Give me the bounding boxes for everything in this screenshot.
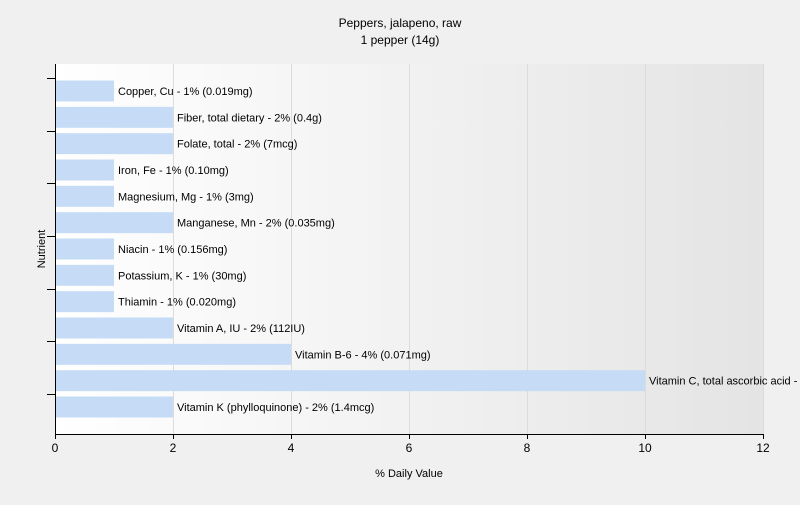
bar <box>55 106 173 128</box>
chart-subtitle: 1 pepper (14g) <box>361 33 440 47</box>
bar <box>55 370 645 392</box>
chart-title: Peppers, jalapeno, raw <box>339 16 462 30</box>
bar-data-label: Fiber, total dietary - 2% (0.4g) <box>177 112 322 124</box>
x-tick-label: 0 <box>52 441 59 455</box>
bar-data-label: Potassium, K - 1% (30mg) <box>118 270 246 282</box>
x-tick-label: 12 <box>756 441 770 455</box>
bar <box>55 133 173 155</box>
bar-data-label: Vitamin B-6 - 4% (0.071mg) <box>295 349 431 361</box>
data-labels: Copper, Cu - 1% (0.019mg) Fiber, total di… <box>118 86 800 414</box>
bar <box>55 212 173 234</box>
bar <box>55 80 114 102</box>
bar <box>55 291 114 313</box>
bar-data-label: Thiamin - 1% (0.020mg) <box>118 297 236 309</box>
bar <box>55 396 173 418</box>
gridlines <box>173 64 764 434</box>
bar <box>55 185 114 207</box>
axes: 0 2 4 6 8 10 12 <box>47 64 770 455</box>
bar-data-label: Folate, total - 2% (7mcg) <box>177 139 297 151</box>
x-tick-label: 2 <box>170 441 177 455</box>
bars <box>55 80 645 418</box>
bar-data-label: Magnesium, Mg - 1% (3mg) <box>118 191 254 203</box>
bar <box>55 264 114 286</box>
bar <box>55 159 114 181</box>
x-axis-label: % Daily Value <box>375 468 443 480</box>
x-tick-label: 4 <box>288 441 295 455</box>
x-tick-label: 6 <box>406 441 413 455</box>
bar-data-label: Manganese, Mn - 2% (0.035mg) <box>177 218 335 230</box>
x-tick-label: 10 <box>638 441 652 455</box>
bar <box>55 238 114 260</box>
bar <box>55 317 173 339</box>
bar-data-label: Iron, Fe - 1% (0.10mg) <box>118 165 229 177</box>
bar-data-label: Vitamin K (phylloquinone) - 2% (1.4mcg) <box>177 402 374 414</box>
y-axis-label: Nutrient <box>36 230 48 269</box>
x-tick-label: 8 <box>524 441 531 455</box>
bar-data-label: Vitamin C, total ascorbic acid - 10% (6.… <box>649 376 800 388</box>
bar-data-label: Copper, Cu - 1% (0.019mg) <box>118 86 253 98</box>
bar <box>55 343 291 365</box>
bar-data-label: Niacin - 1% (0.156mg) <box>118 244 227 256</box>
bar-data-label: Vitamin A, IU - 2% (112IU) <box>177 323 305 335</box>
